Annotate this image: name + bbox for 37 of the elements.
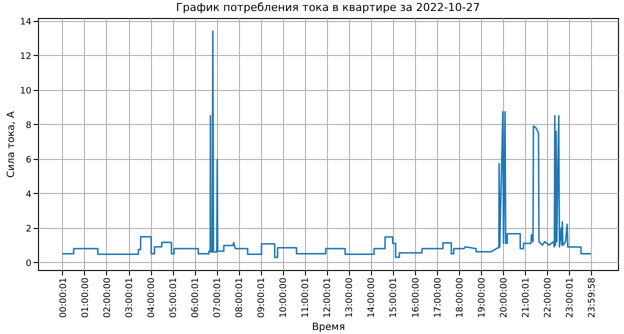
- x-tick-label: 22:00:00: [543, 277, 554, 318]
- x-tick-label: 21:00:01: [521, 278, 532, 318]
- y-tick-label: 10: [20, 86, 32, 96]
- x-axis-title: Время: [312, 322, 345, 333]
- x-tick-label: 14:00:00: [367, 277, 378, 318]
- x-tick-label: 18:00:00: [455, 277, 466, 318]
- x-tick-label: 19:00:00: [477, 277, 488, 318]
- x-tick-label: 02:00:00: [102, 277, 113, 318]
- x-tick-label: 13:00:00: [345, 277, 356, 318]
- x-tick-label: 03:00:01: [125, 278, 136, 318]
- y-tick-label: 14: [20, 17, 32, 28]
- x-tick-label: 16:00:00: [411, 277, 422, 318]
- x-tick-label: 10:00:00: [279, 277, 290, 318]
- x-tick-label: 08:00:01: [235, 278, 246, 318]
- y-axis-title: Сила тока, А: [6, 111, 18, 178]
- x-tick-label: 00:00:01: [58, 278, 69, 318]
- x-tick-label: 23:00:01: [565, 278, 576, 318]
- x-tick-label: 17:00:00: [433, 277, 444, 318]
- x-tick-label: 20:00:00: [499, 277, 510, 318]
- x-tick-label: 05:00:01: [169, 278, 180, 318]
- y-tick-label: 4: [26, 190, 32, 200]
- y-tick-label: 8: [26, 120, 32, 131]
- y-tick-label: 2: [26, 224, 32, 234]
- x-tick-label: 12:00:01: [323, 278, 334, 318]
- x-tick-label: 09:00:01: [257, 278, 268, 318]
- x-tick-label: 11:00:01: [301, 278, 312, 318]
- x-tick-label: 15:00:01: [389, 278, 400, 318]
- x-tick-label: 06:00:01: [191, 278, 202, 318]
- chart-title: График потребления тока в квартире за 2022-10-27: [176, 0, 480, 14]
- x-tick-label: 23:59:58: [587, 277, 598, 318]
- x-tick-label: 01:00:00: [80, 277, 91, 318]
- x-tick-label: 07:00:01: [213, 278, 224, 318]
- y-tick-label: 12: [20, 52, 32, 62]
- x-tick-label: 04:00:00: [147, 277, 158, 318]
- y-tick-label: 0: [26, 258, 32, 269]
- line-series: [62, 30, 592, 258]
- y-tick-label: 6: [26, 155, 32, 166]
